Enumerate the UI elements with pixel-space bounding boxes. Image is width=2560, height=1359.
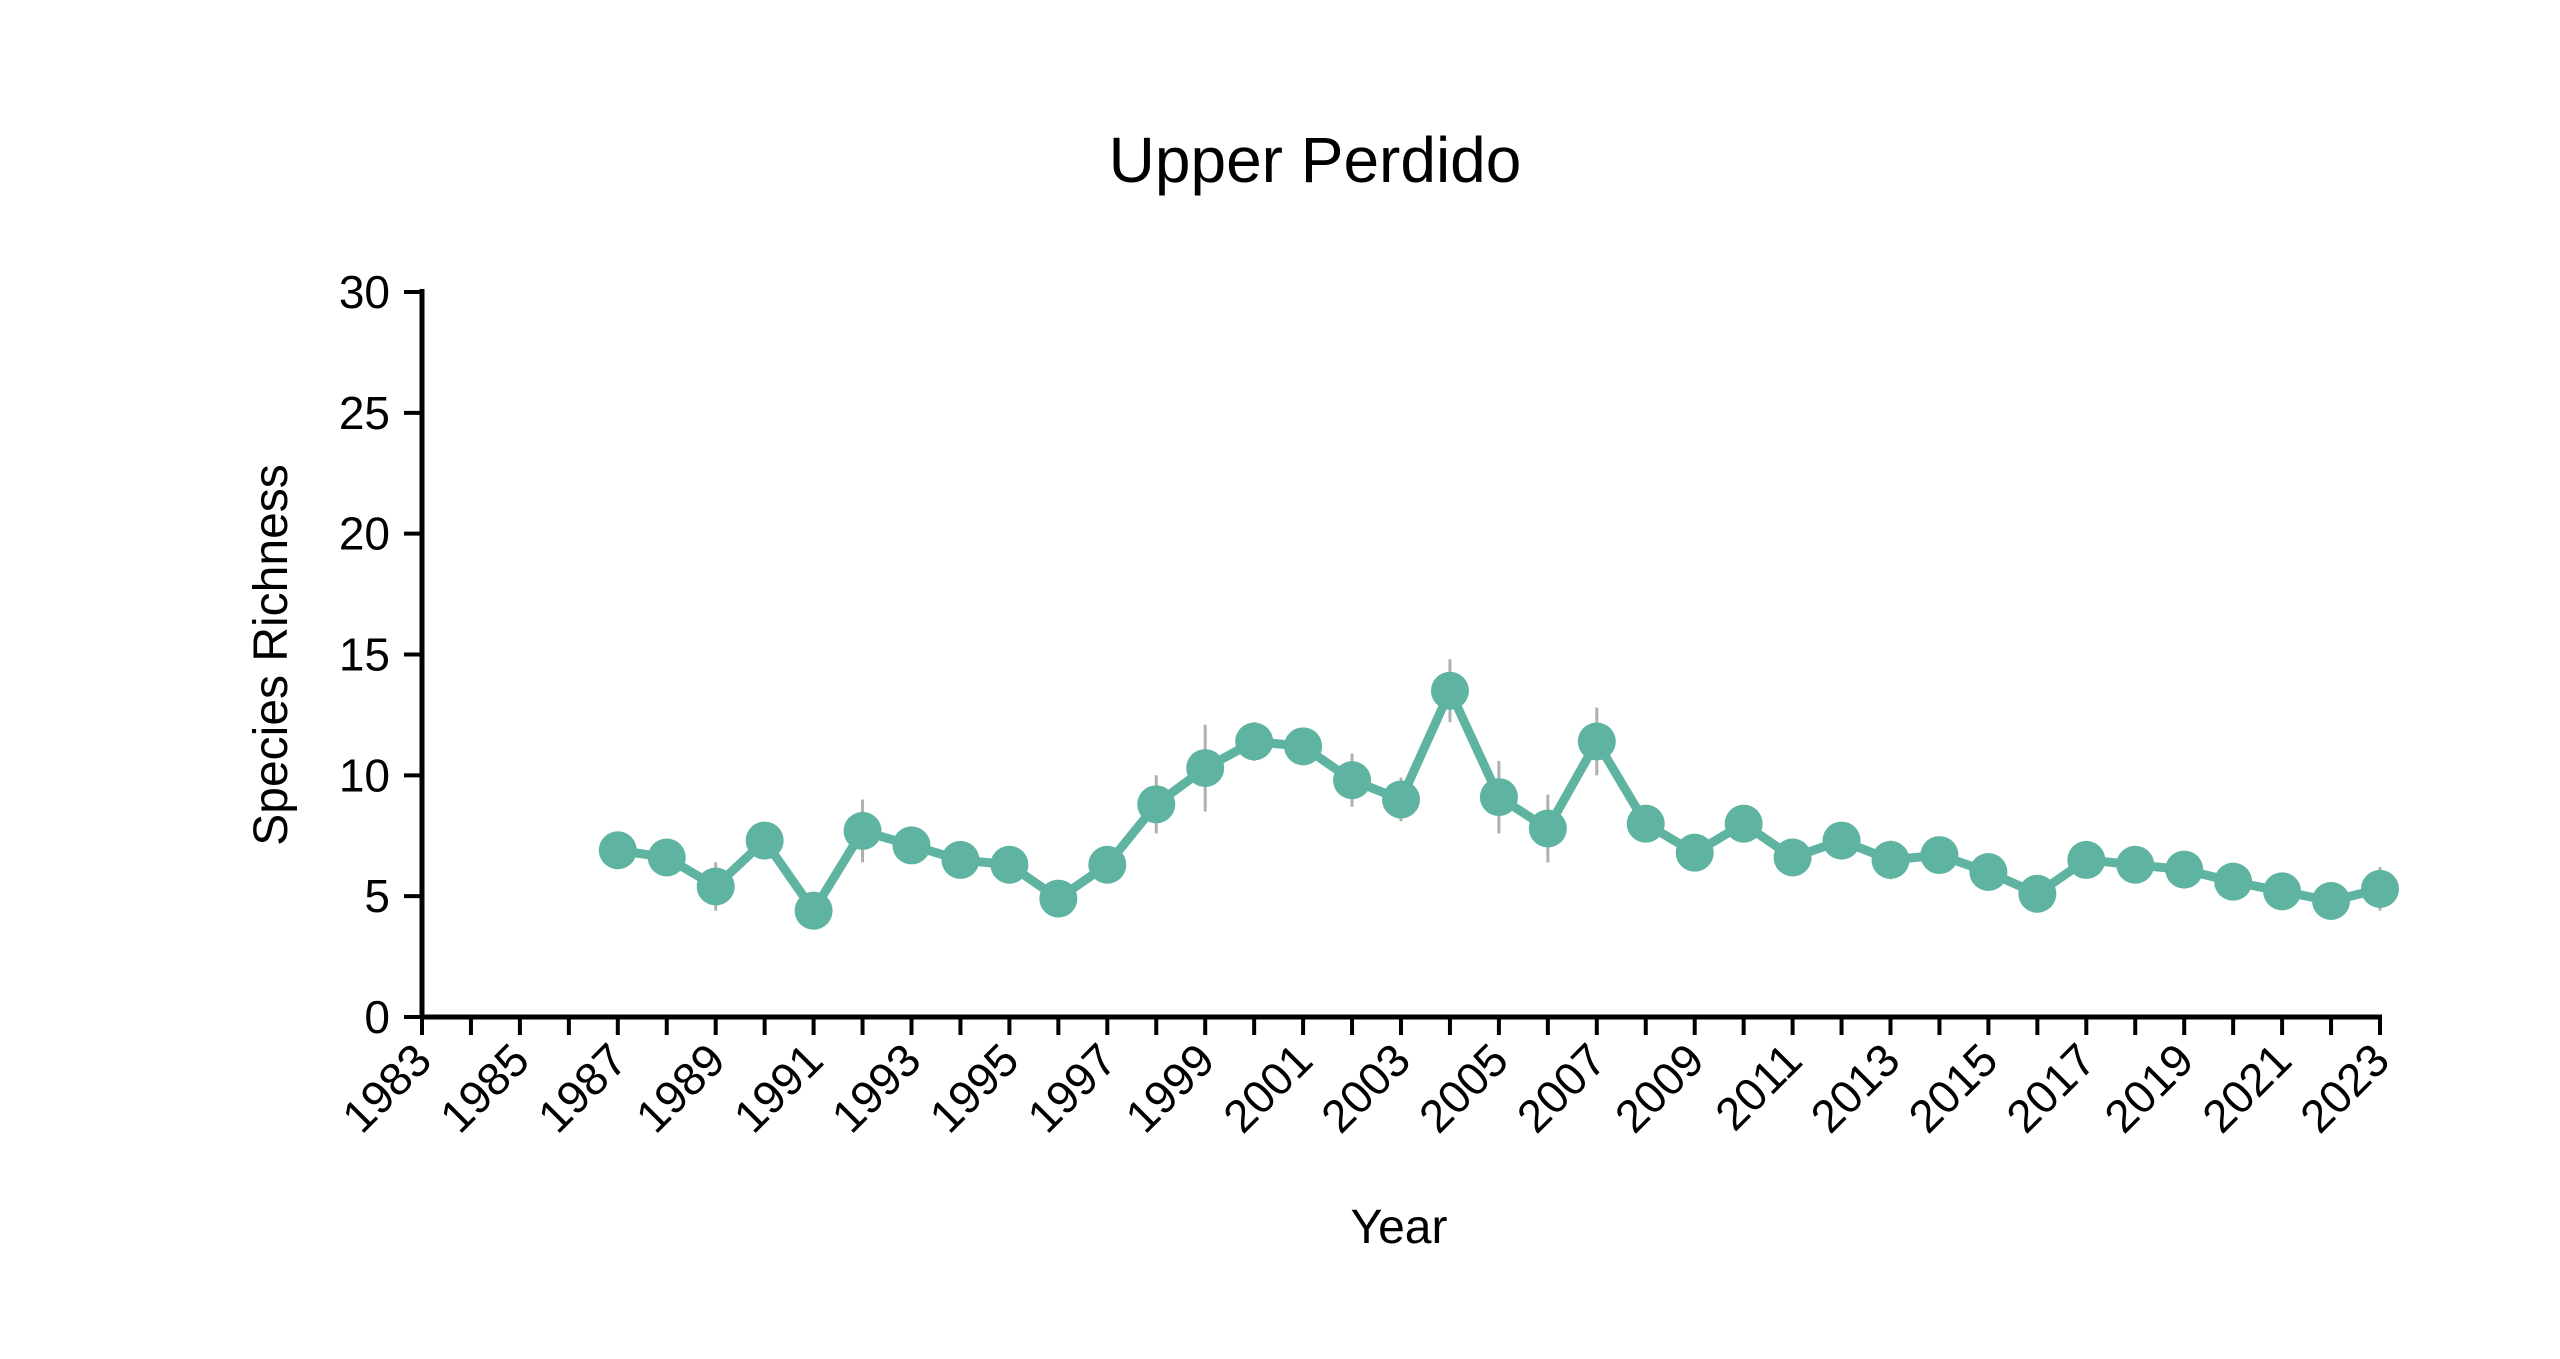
- x-tick-label: 2021: [2192, 1033, 2301, 1142]
- data-point: 1988: 6.6: [647, 838, 686, 877]
- y-axis-title: Species Richness: [245, 464, 298, 846]
- x-tick-label: 1987: [528, 1033, 637, 1142]
- y-tick-label: 25: [339, 387, 390, 439]
- data-point: 2023: 5.3: [2361, 869, 2399, 908]
- data-point: 2020: 5.6: [2214, 862, 2253, 901]
- data-point: 2001: 11.2: [1284, 727, 1323, 766]
- x-tick-label: 2007: [1507, 1033, 1616, 1142]
- data-point: 1990: 7.3: [745, 821, 784, 860]
- x-tick-label: 2011: [1705, 1033, 1812, 1140]
- data-point: 2013: 6.5: [1871, 840, 1910, 879]
- data-point: 2006: 7.8: [1528, 809, 1567, 848]
- x-tick-label: 2019: [2094, 1033, 2203, 1142]
- data-point: 2014: 6.7: [1920, 836, 1959, 875]
- data-point: 1993: 7.1: [892, 826, 931, 865]
- data-point: 1994: 6.5: [941, 840, 980, 879]
- y-tick-label: 20: [339, 508, 390, 560]
- x-tick-label: 1991: [724, 1033, 833, 1142]
- data-point: 1999: 10.3: [1186, 749, 1225, 788]
- data-point: 2018: 6.3: [2116, 845, 2155, 884]
- data-point: 2003: 9: [1382, 780, 1420, 819]
- y-tick-label: 5: [364, 870, 390, 922]
- data-point: 1997: 6.3: [1088, 845, 1127, 884]
- data-points: 1987: 6.9 1988: 6.6 1989: 5.4 1990: 7.3 1991…: [598, 671, 2399, 930]
- x-tick-label: 2001: [1213, 1033, 1322, 1142]
- y-tick-label: 0: [364, 991, 390, 1043]
- data-point: 1991: 4.4: [794, 891, 833, 930]
- x-tick-label: 2009: [1605, 1033, 1714, 1142]
- x-tick-label: 2003: [1311, 1033, 1420, 1142]
- data-point: 2002: 9.8: [1333, 761, 1372, 800]
- data-point: 2019: 6.1: [2165, 850, 2204, 889]
- data-point: 2009: 6.8: [1675, 833, 1714, 872]
- data-point: 1989: 5.4: [696, 867, 735, 906]
- x-tick-label: 1983: [332, 1033, 441, 1142]
- data-point: 2016: 5.1: [2018, 874, 2057, 913]
- data-point: 2004: 13.5: [1430, 671, 1469, 710]
- y-tick-label: 15: [339, 629, 390, 681]
- data-point: 2017: 6.5: [2067, 840, 2106, 879]
- data-point: 1996: 4.9: [1039, 879, 1078, 918]
- data-point: 2012: 7.3: [1822, 821, 1861, 860]
- data-point: 1987: 6.9: [598, 831, 637, 870]
- data-point: 1995: 6.3: [990, 845, 1029, 884]
- x-tick-label: 2013: [1800, 1033, 1909, 1142]
- data-point: 2021: 5.2: [2263, 872, 2302, 911]
- y-tick-label: 30: [339, 266, 390, 318]
- x-tick-label: 1999: [1115, 1033, 1224, 1142]
- x-tick-label: 2023: [2290, 1033, 2399, 1142]
- data-point: 2000: 11.4: [1235, 722, 1274, 761]
- x-tick-label: 2017: [1996, 1033, 2105, 1142]
- data-point: 2005: 9.1: [1479, 778, 1518, 817]
- x-tick-label: 1993: [821, 1033, 930, 1142]
- y-tick-label: 10: [339, 749, 390, 801]
- x-tick-label: 1985: [430, 1033, 539, 1142]
- data-point: 2007: 11.4: [1577, 722, 1616, 761]
- data-point: 2008: 8: [1626, 804, 1665, 843]
- x-axis-title: Year: [1351, 1201, 1448, 1254]
- data-point: 2015: 6: [1969, 853, 2008, 891]
- data-point: 1998: 8.8: [1137, 785, 1176, 824]
- data-point: 2010: 8: [1724, 804, 1763, 843]
- data-point: 2011: 6.6: [1773, 838, 1812, 877]
- axes: 0510152025301983198519871989199119931995…: [332, 266, 2399, 1142]
- x-tick-label: 2015: [1898, 1033, 2007, 1142]
- x-tick-label: 2005: [1409, 1033, 1518, 1142]
- x-tick-label: 1997: [1017, 1033, 1126, 1142]
- x-tick-label: 1995: [919, 1033, 1028, 1142]
- data-point: 2022: 4.8: [2312, 882, 2351, 920]
- x-tick-label: 1989: [626, 1033, 735, 1142]
- data-point: 1992: 7.7: [843, 811, 882, 850]
- chart-title: Upper Perdido: [1109, 124, 1522, 196]
